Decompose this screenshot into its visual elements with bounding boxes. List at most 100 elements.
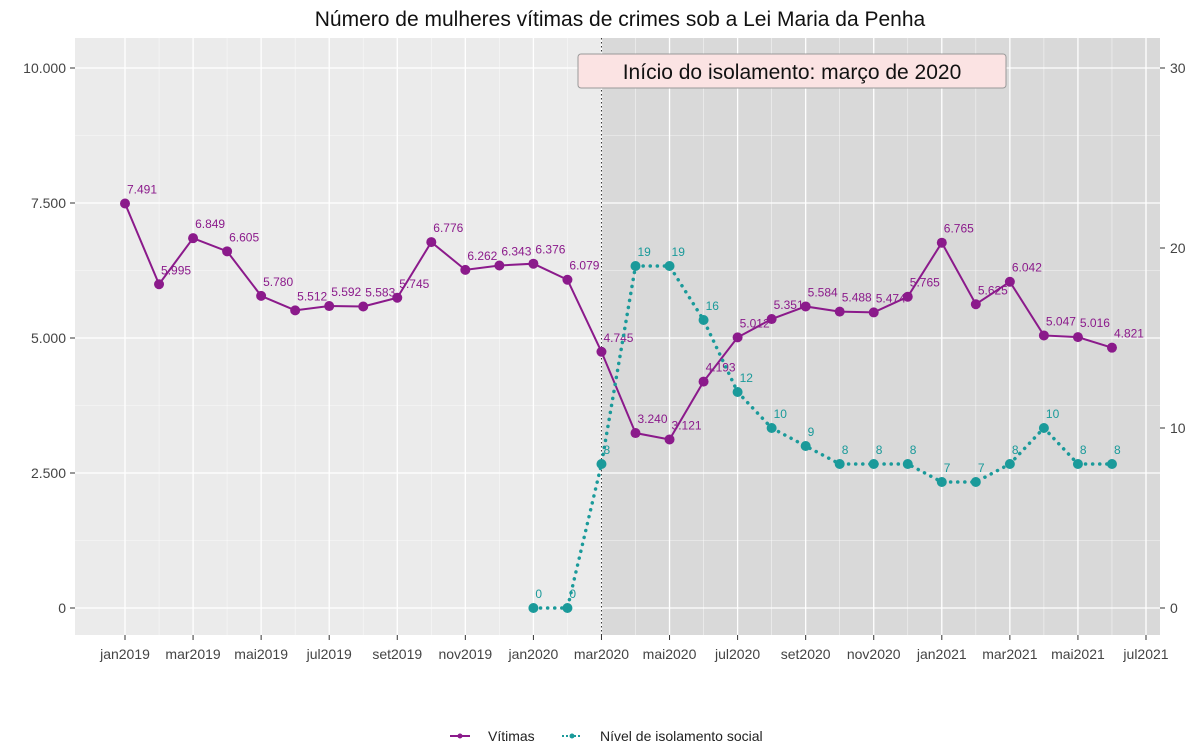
data-point-isolamento — [970, 477, 981, 487]
data-label-isolamento: 7 — [944, 461, 951, 475]
data-point-isolamento — [1038, 423, 1049, 433]
data-label-vitimas: 5.488 — [842, 291, 872, 305]
x-tick-label: set2019 — [372, 646, 422, 662]
y-left-tick-label: 5.000 — [31, 330, 66, 346]
data-point-vitimas — [1038, 330, 1049, 341]
annotation-box — [577, 53, 1007, 89]
data-label-isolamento: 7 — [978, 461, 985, 475]
data-label-isolamento: 9 — [808, 425, 815, 439]
data-label-isolamento: 19 — [672, 245, 686, 259]
data-label-vitimas: 4.193 — [706, 361, 736, 375]
legend-key-point — [457, 733, 463, 739]
x-tick-label: jan2019 — [99, 646, 150, 662]
data-point-vitimas — [596, 346, 607, 357]
data-point-vitimas — [868, 307, 879, 318]
data-label-vitimas: 5.351 — [774, 298, 804, 312]
annotation-label: Início do isolamento: março de 2020 — [623, 61, 962, 84]
data-point-vitimas — [1004, 276, 1015, 287]
data-label-vitimas: 6.079 — [569, 259, 599, 273]
data-point-isolamento — [630, 261, 641, 271]
legend-label: Vítimas — [488, 728, 535, 744]
data-point-vitimas — [256, 290, 267, 301]
data-point-isolamento — [562, 603, 573, 613]
x-tick-label: jul2020 — [714, 646, 760, 662]
data-point-isolamento — [1106, 459, 1117, 469]
x-tick-label: nov2019 — [438, 646, 492, 662]
data-label-isolamento: 8 — [603, 443, 610, 457]
data-label-vitimas: 6.605 — [229, 230, 259, 244]
data-point-vitimas — [1106, 342, 1117, 353]
y-right-tick-label: 10 — [1170, 420, 1186, 436]
data-point-vitimas — [800, 301, 811, 312]
data-label-vitimas: 5.474 — [876, 291, 906, 305]
data-label-vitimas: 5.512 — [297, 289, 327, 303]
data-label-vitimas: 5.765 — [910, 276, 940, 290]
data-label-isolamento: 8 — [876, 443, 883, 457]
data-point-vitimas — [936, 237, 947, 248]
data-label-vitimas: 5.592 — [331, 285, 361, 299]
data-label-isolamento: 8 — [842, 443, 849, 457]
data-point-vitimas — [154, 279, 165, 290]
data-label-vitimas: 5.780 — [263, 275, 293, 289]
y-left-tick-label: 2.500 — [31, 465, 66, 481]
data-point-isolamento — [800, 441, 811, 451]
data-point-vitimas — [460, 264, 471, 275]
data-point-vitimas — [324, 301, 335, 312]
x-tick-label: jan2020 — [507, 646, 558, 662]
data-point-vitimas — [562, 274, 573, 285]
data-label-vitimas: 6.765 — [944, 222, 974, 236]
data-label-vitimas: 6.849 — [195, 217, 225, 231]
data-label-vitimas: 5.625 — [978, 283, 1008, 297]
data-point-vitimas — [494, 260, 505, 271]
data-label-vitimas: 6.343 — [501, 244, 531, 258]
data-point-vitimas — [732, 332, 743, 343]
data-label-vitimas: 5.012 — [740, 316, 770, 330]
data-point-isolamento — [936, 477, 947, 487]
x-tick-label: mai2021 — [1051, 646, 1105, 662]
data-label-vitimas: 4.745 — [603, 331, 633, 345]
data-point-vitimas — [120, 198, 130, 209]
data-point-isolamento — [732, 387, 743, 397]
data-point-vitimas — [290, 305, 301, 316]
x-tick-label: jul2021 — [1122, 646, 1168, 662]
data-point-vitimas — [426, 237, 437, 248]
data-label-isolamento: 8 — [1114, 443, 1121, 457]
y-left-tick-label: 7.500 — [31, 195, 66, 211]
data-label-isolamento: 10 — [1046, 407, 1060, 421]
data-point-vitimas — [664, 434, 675, 445]
data-point-vitimas — [630, 428, 641, 439]
data-point-vitimas — [392, 292, 403, 303]
data-label-vitimas: 6.042 — [1012, 261, 1042, 275]
data-point-vitimas — [902, 291, 913, 302]
data-point-vitimas — [698, 376, 709, 387]
series-line-isolamento — [531, 264, 1114, 610]
x-tick-label: mar2021 — [982, 646, 1037, 662]
legend-label: Nível de isolamento social — [600, 728, 763, 744]
data-label-isolamento: 8 — [1012, 443, 1019, 457]
x-tick-label: mar2019 — [165, 646, 220, 662]
x-tick-label: jan2021 — [916, 646, 967, 662]
data-point-vitimas — [528, 258, 539, 269]
data-label-vitimas: 5.745 — [399, 277, 429, 291]
data-label-vitimas: 3.240 — [638, 412, 668, 426]
data-point-isolamento — [834, 459, 845, 469]
data-label-vitimas: 5.016 — [1080, 316, 1110, 330]
y-right-tick-label: 0 — [1170, 600, 1178, 616]
data-label-vitimas: 6.376 — [535, 243, 565, 257]
data-point-vitimas — [222, 246, 233, 257]
chart-title: Número de mulheres vítimas de crimes sob… — [315, 8, 926, 31]
data-point-isolamento — [698, 315, 709, 325]
data-point-vitimas — [188, 233, 199, 244]
data-point-isolamento — [664, 261, 675, 271]
data-point-vitimas — [766, 314, 777, 325]
data-point-isolamento — [1004, 459, 1015, 469]
x-tick-label: mai2019 — [234, 646, 288, 662]
data-point-isolamento — [1072, 459, 1083, 469]
data-point-isolamento — [528, 603, 539, 613]
x-tick-label: set2020 — [781, 646, 831, 662]
data-label-isolamento: 12 — [740, 371, 754, 385]
data-label-isolamento: 10 — [774, 407, 788, 421]
x-tick-label: mai2020 — [643, 646, 697, 662]
